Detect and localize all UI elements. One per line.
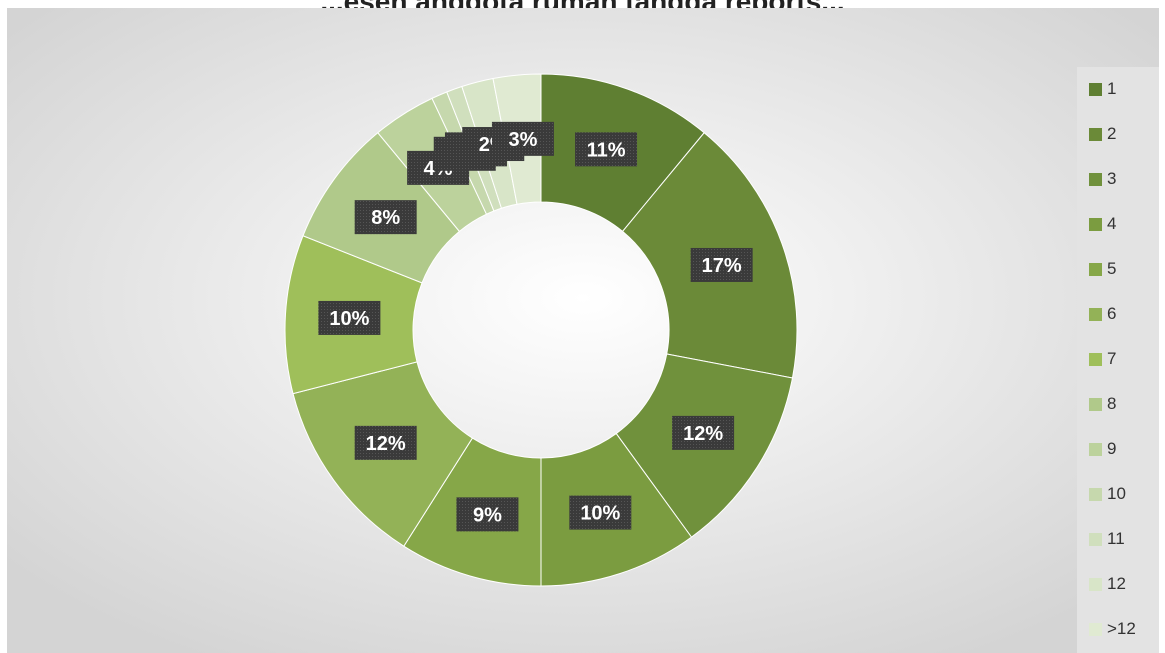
svg-text:10%: 10% <box>580 503 620 525</box>
legend-swatch <box>1089 352 1102 366</box>
legend-label: 7 <box>1107 349 1117 368</box>
legend-label: 3 <box>1107 169 1117 188</box>
legend-swatch <box>1089 82 1102 96</box>
svg-text:12%: 12% <box>366 433 406 455</box>
legend-item-9: 9 <box>1089 437 1116 461</box>
data-label-7: 10% <box>318 300 381 335</box>
legend-swatch <box>1089 532 1102 546</box>
legend-item-1: 1 <box>1089 77 1116 101</box>
legend-swatch <box>1089 127 1102 141</box>
legend: 1 2 3 4 5 6 7 8 9 10 11 12 >12 <box>1077 67 1159 653</box>
legend-swatch <box>1089 217 1102 231</box>
legend-swatch <box>1089 442 1102 456</box>
legend-label: 4 <box>1107 214 1117 233</box>
legend-item-6: 6 <box>1089 302 1116 326</box>
legend-item-5: 5 <box>1089 257 1116 281</box>
svg-text:17%: 17% <box>702 255 742 277</box>
legend-item-2: 2 <box>1089 122 1116 146</box>
legend-label: 8 <box>1107 394 1117 413</box>
legend-swatch <box>1089 622 1102 636</box>
legend-label: 5 <box>1107 259 1117 278</box>
legend-label: 12 <box>1107 574 1126 593</box>
svg-text:3%: 3% <box>508 129 537 151</box>
legend-item-10: 10 <box>1089 482 1126 506</box>
legend-label: 9 <box>1107 439 1117 458</box>
svg-text:12%: 12% <box>683 423 723 445</box>
data-label-2: 17% <box>690 247 753 282</box>
legend-swatch <box>1089 172 1102 186</box>
svg-text:11%: 11% <box>587 139 626 161</box>
legend-label: >12 <box>1107 619 1136 638</box>
legend-item-4: 4 <box>1089 212 1116 236</box>
legend-swatch <box>1089 487 1102 501</box>
legend-item-8: 8 <box>1089 392 1116 416</box>
data-label-8: 8% <box>354 200 417 235</box>
legend-item->12: >12 <box>1089 617 1136 641</box>
data-label-4: 10% <box>569 495 632 530</box>
data-label-5: 9% <box>456 497 519 532</box>
legend-swatch <box>1089 307 1102 321</box>
data-label-6: 12% <box>354 425 417 460</box>
svg-text:9%: 9% <box>473 504 502 526</box>
legend-swatch <box>1089 397 1102 411</box>
legend-label: 10 <box>1107 484 1126 503</box>
legend-label: 11 <box>1107 529 1125 548</box>
data-label->12: 3% <box>491 121 554 156</box>
legend-item-3: 3 <box>1089 167 1116 191</box>
legend-item-7: 7 <box>1089 347 1116 371</box>
legend-label: 6 <box>1107 304 1117 323</box>
svg-text:8%: 8% <box>371 207 400 229</box>
legend-item-11: 11 <box>1089 527 1125 551</box>
legend-label: 1 <box>1107 79 1117 98</box>
data-label-3: 12% <box>672 415 735 450</box>
svg-text:10%: 10% <box>329 308 369 330</box>
legend-label: 2 <box>1107 124 1117 143</box>
legend-item-12: 12 <box>1089 572 1126 596</box>
legend-swatch <box>1089 262 1102 276</box>
data-label-1: 11% <box>575 132 638 167</box>
legend-swatch <box>1089 577 1102 591</box>
